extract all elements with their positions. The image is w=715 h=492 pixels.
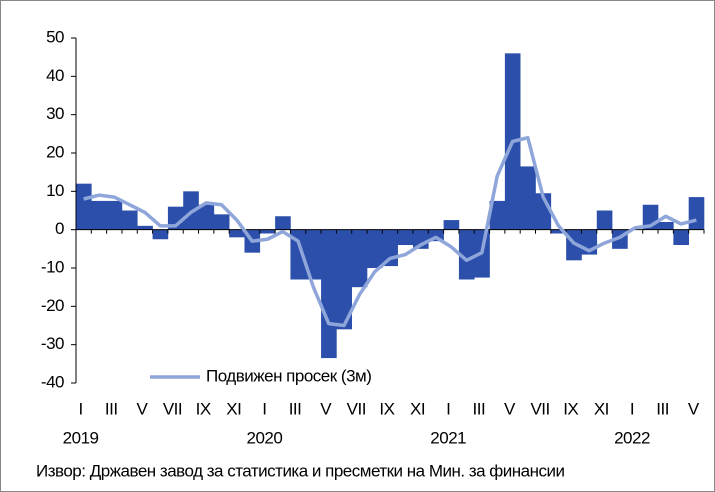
bar [336, 229, 353, 330]
bar [443, 220, 460, 230]
x-tick-label: V [504, 399, 516, 418]
y-tick-label: -10 [41, 257, 64, 276]
bar [489, 200, 506, 230]
x-tick-label: XI [410, 399, 425, 418]
bar [688, 197, 705, 230]
bar [198, 204, 215, 230]
bar [321, 229, 337, 359]
x-tick-label: VII [347, 399, 366, 418]
x-tick-label: XI [226, 399, 241, 418]
bar [121, 210, 138, 230]
x-tick-label: XI [594, 399, 609, 418]
bar [458, 229, 475, 280]
y-tick-label: -30 [41, 334, 64, 353]
x-tick-label: I [78, 399, 82, 418]
year-label: 2022 [614, 428, 650, 447]
bar [550, 229, 567, 234]
x-tick-label: V [136, 399, 148, 418]
year-label: 2020 [246, 428, 282, 447]
y-tick-label: 20 [46, 142, 64, 161]
bar [397, 229, 414, 245]
y-tick-label: -40 [41, 372, 64, 391]
y-tick-label: 40 [46, 66, 64, 85]
y-tick-label: 0 [55, 219, 64, 238]
bar [106, 200, 123, 230]
legend-label: Подвижен просек (3м) [206, 366, 371, 385]
bar [137, 225, 153, 230]
bar [76, 183, 92, 230]
source-note: Извор: Државен завод за статистика и пре… [36, 461, 565, 480]
bar [290, 229, 307, 280]
x-tick-label: III [105, 399, 118, 418]
moving-average-line [83, 135, 697, 328]
y-tick-label: -20 [41, 296, 64, 315]
x-tick-label: V [688, 399, 700, 418]
x-tick-label: VII [530, 399, 549, 418]
y-tick-label: 30 [46, 104, 64, 123]
bar [91, 200, 107, 230]
bar [428, 229, 444, 242]
x-tick-label: IX [563, 399, 578, 418]
bar [229, 229, 245, 238]
x-tick-label: V [320, 399, 332, 418]
bar [305, 229, 322, 280]
x-tick-label: I [262, 399, 266, 418]
y-tick-label: 50 [46, 27, 64, 46]
bar [596, 210, 613, 230]
x-tick-label: I [630, 399, 634, 418]
bar [351, 229, 368, 288]
x-tick-label: III [656, 399, 669, 418]
bar [520, 166, 536, 230]
bar [152, 229, 169, 240]
bar [259, 229, 276, 234]
year-label: 2021 [430, 428, 466, 447]
x-tick-label: IX [196, 399, 211, 418]
x-tick-label: III [473, 399, 486, 418]
y-tick-label: 10 [46, 181, 64, 200]
x-tick-label: IX [379, 399, 394, 418]
x-tick-label: VII [163, 399, 182, 418]
bar [673, 229, 689, 245]
bar [382, 229, 398, 267]
bar [213, 214, 230, 230]
x-tick-label: III [289, 399, 302, 418]
bar [275, 216, 291, 230]
x-tick-label: I [446, 399, 450, 418]
bar [367, 229, 383, 268]
year-label: 2019 [63, 428, 99, 447]
bar [658, 222, 674, 230]
